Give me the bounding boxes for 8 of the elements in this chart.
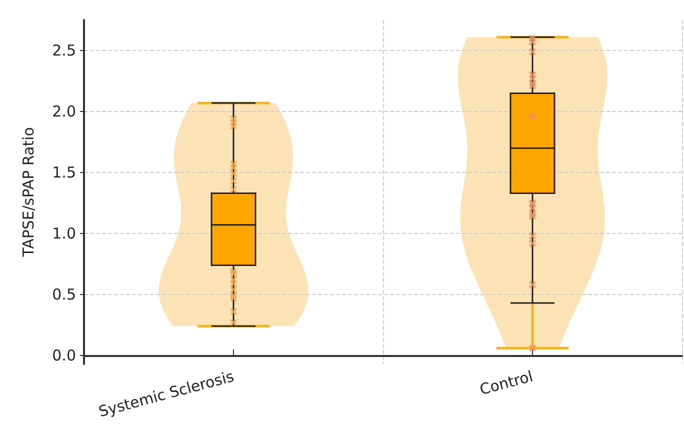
y-axis-title: TAPSE/sPAP Ratio: [20, 127, 38, 258]
x-tick-label: Control: [478, 367, 535, 399]
y-tick-label: 1.5: [52, 163, 76, 182]
y-tick-label: 0.5: [52, 285, 76, 304]
y-tick-label: 2.5: [52, 41, 76, 60]
y-tick-label: 1.0: [52, 224, 76, 242]
y-tick-label: 2.0: [52, 102, 76, 120]
y-tick-label: 0.0: [52, 346, 76, 364]
